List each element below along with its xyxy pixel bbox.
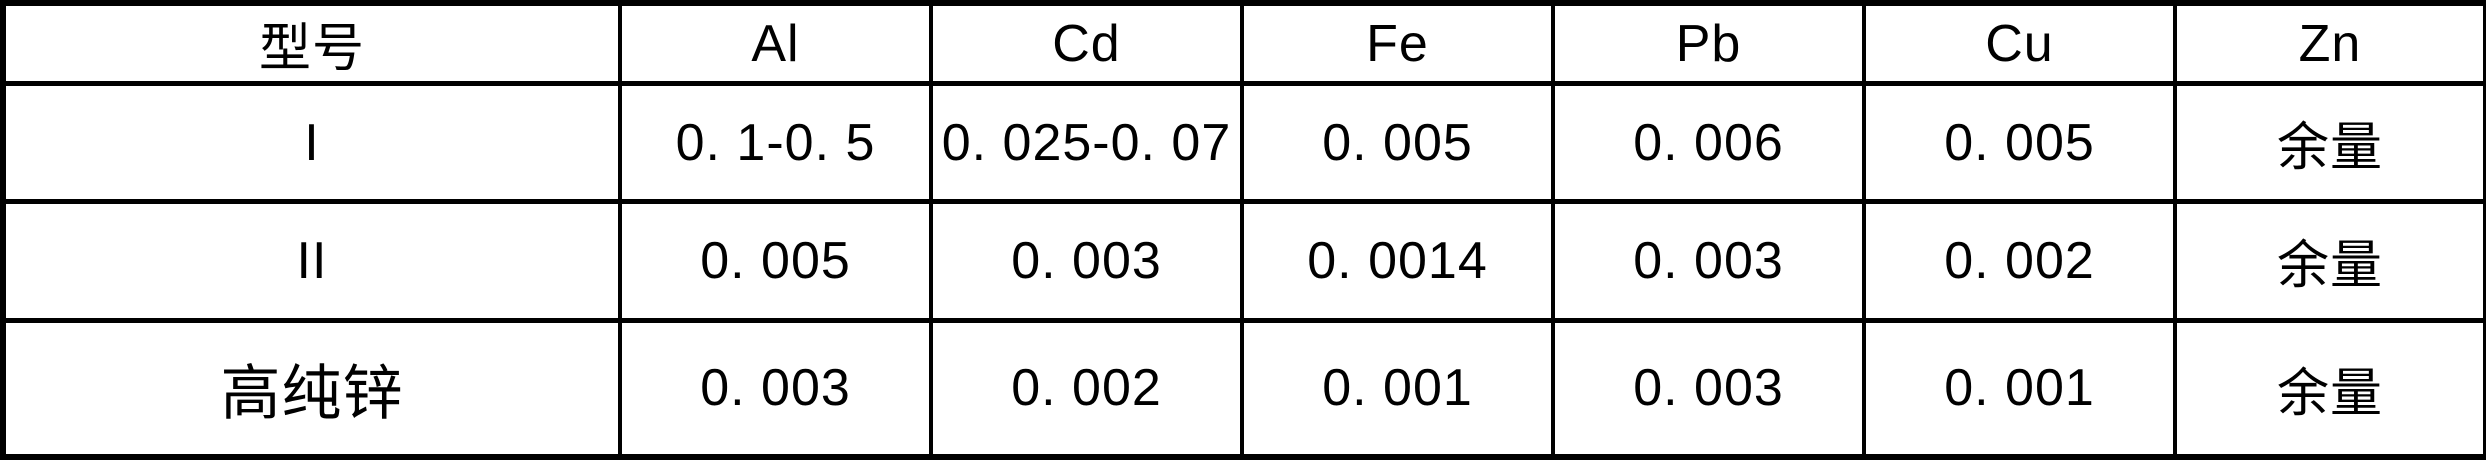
value-cell: 0. 025-0. 07 <box>929 80 1244 205</box>
value-cell: 0. 005 <box>618 199 933 323</box>
value-cell: 0. 0014 <box>1240 199 1555 323</box>
value-cell: 0. 001 <box>1862 317 2177 460</box>
column-header-cu: Cu <box>1862 0 2177 86</box>
table-row: 高纯锌 0. 003 0. 002 0. 001 0. 003 0. 001 余量 <box>1 317 2486 460</box>
value-cell: 0. 003 <box>1551 317 1866 460</box>
value-cell: 余量 <box>2173 80 2486 205</box>
value-cell: 0. 002 <box>1862 199 2177 323</box>
header-row: 型号 Al Cd Fe Pb Cu Zn <box>1 0 2486 86</box>
value-cell: 0. 006 <box>1551 80 1866 205</box>
value-cell: 0. 1-0. 5 <box>618 80 933 205</box>
value-cell: 0. 001 <box>1240 317 1555 460</box>
column-header-zn: Zn <box>2173 0 2486 86</box>
column-header-pb: Pb <box>1551 0 1866 86</box>
column-header-al: Al <box>618 0 933 86</box>
row-label-cell: I <box>1 80 622 205</box>
value-cell: 余量 <box>2173 317 2486 460</box>
value-cell: 余量 <box>2173 199 2486 323</box>
column-header-fe: Fe <box>1240 0 1555 86</box>
value-cell: 0. 003 <box>929 199 1244 323</box>
value-cell: 0. 003 <box>1551 199 1866 323</box>
row-label-cell: 高纯锌 <box>1 317 622 460</box>
value-cell: 0. 003 <box>618 317 933 460</box>
table-row: I 0. 1-0. 5 0. 025-0. 07 0. 005 0. 006 0. 005… <box>1 80 2486 205</box>
value-cell: 0. 002 <box>929 317 1244 460</box>
row-label-cell: II <box>1 199 622 323</box>
column-header-model: 型号 <box>1 0 622 86</box>
value-cell: 0. 005 <box>1862 80 2177 205</box>
table-row: II 0. 005 0. 003 0. 0014 0. 003 0. 002 余量 <box>1 199 2486 323</box>
value-cell: 0. 005 <box>1240 80 1555 205</box>
column-header-cd: Cd <box>929 0 1244 86</box>
